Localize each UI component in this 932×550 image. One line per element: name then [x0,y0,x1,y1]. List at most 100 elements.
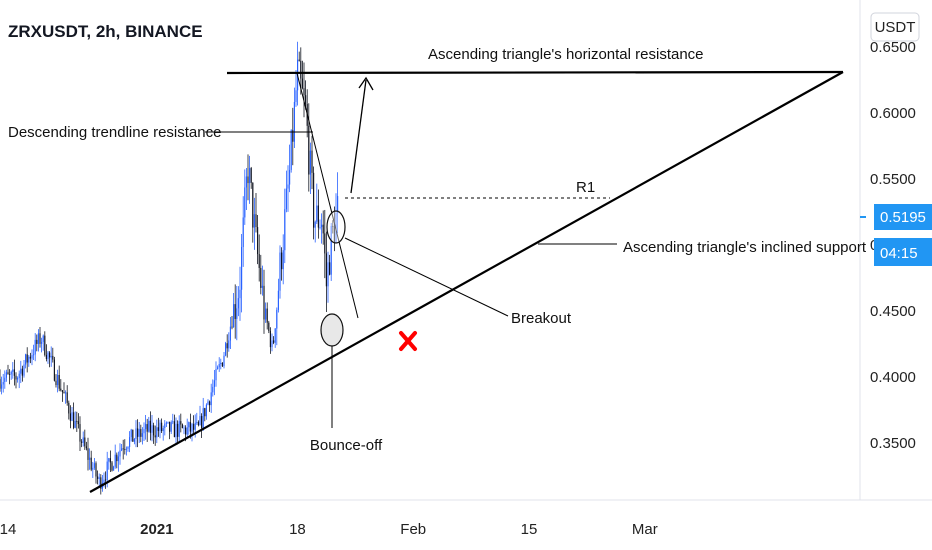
candle-body [292,130,294,142]
descending-trendline[interactable] [296,72,359,319]
candle-body [111,462,113,471]
candle-body [77,421,79,425]
candle-body [93,463,95,468]
candle-body [29,356,31,359]
candle-body [106,461,108,481]
candle-body [258,254,260,268]
x-tick-label: 14 [0,521,16,538]
currency-button[interactable]: USDT [875,19,916,36]
candle-body [25,354,27,365]
candle-body [169,421,171,432]
candle-body [245,176,247,188]
candle-body [301,78,303,89]
currency-button-box[interactable] [870,12,920,42]
candle-body [273,340,275,343]
candle-body [234,304,236,319]
candle-body [186,427,188,435]
candle-body [269,330,271,348]
candle-body [298,59,300,61]
candle-body [140,429,142,437]
candle-body [191,424,193,432]
candle-body [141,433,143,437]
candle-body [124,449,126,450]
candle-body [39,333,41,344]
candle-body [74,420,76,428]
candle-body [241,247,243,290]
candle-body [231,326,233,328]
candle-body [277,290,279,310]
candle-body [5,372,7,378]
candle-body [282,250,284,270]
candle-body [1,384,3,389]
candle-body [164,423,166,429]
candle-body [90,457,92,470]
candle-body [53,359,55,381]
horizontal-resistance-line[interactable] [226,70,844,75]
x-tick-label: 18 [289,521,306,538]
candle-body [213,380,215,387]
candle-body [117,456,119,462]
candle-body [202,408,204,428]
candle-body [247,176,249,184]
candle-body [127,447,129,449]
drawings: Ascending triangle's horizontal resistan… [8,46,867,493]
candle-body [313,172,315,228]
candle-body [45,354,47,360]
candle-body [143,429,145,434]
candle-body [287,184,289,189]
candle-body [18,373,20,379]
candle-body [194,422,196,430]
candle-body [41,341,43,344]
candle-body [271,340,273,348]
breakout-arrow-shaft[interactable] [350,79,367,194]
candle-body [58,375,60,389]
inclined-support-line[interactable] [89,71,844,493]
candle-body [201,416,203,428]
candle-body [268,322,270,331]
candle-body [197,422,199,426]
candle-body [311,150,313,173]
candle-body [33,354,35,356]
breakout-leader[interactable] [344,237,509,317]
candle-body [324,233,326,254]
candle-body [116,454,118,462]
candle-body [132,429,134,442]
candle-body [133,438,135,442]
candle-body [188,422,190,428]
candle-body [31,355,33,359]
bounce-off-ellipse[interactable] [320,313,344,347]
candle-body [135,428,137,439]
candle-body [242,217,244,248]
candle-body [92,467,94,470]
y-tick-label: 0.4500 [870,303,916,320]
y-tick-label: 0.5500 [870,171,916,188]
candle-body [100,477,102,489]
candle-body [215,368,217,381]
candle-body [333,226,335,244]
candle-body [217,367,219,369]
candle-body [212,386,214,393]
candle-body [220,362,222,365]
plot-area[interactable] [0,41,339,495]
time-axis[interactable]: 14 2021 18 Feb 15 Mar [0,521,658,538]
candle-body [34,339,36,355]
candle-body [82,437,84,443]
candle-body [317,205,319,228]
breakout-ellipse[interactable] [326,210,346,244]
candle-body [76,420,78,422]
candle-body [12,369,14,372]
breakout-label: Breakout [511,310,572,327]
candle-body [185,427,187,435]
candle-body [193,424,195,430]
candle-body [13,369,15,376]
candle-body [255,214,257,228]
candle-body [218,364,220,368]
candle-body [229,326,231,341]
candle-body [309,150,311,175]
candle-body [276,309,278,329]
breakout-arrow-head [358,76,374,91]
candle-body [121,448,123,451]
candle-body [257,227,259,255]
candle-body [173,421,175,438]
red-x-mark-icon [399,331,417,351]
